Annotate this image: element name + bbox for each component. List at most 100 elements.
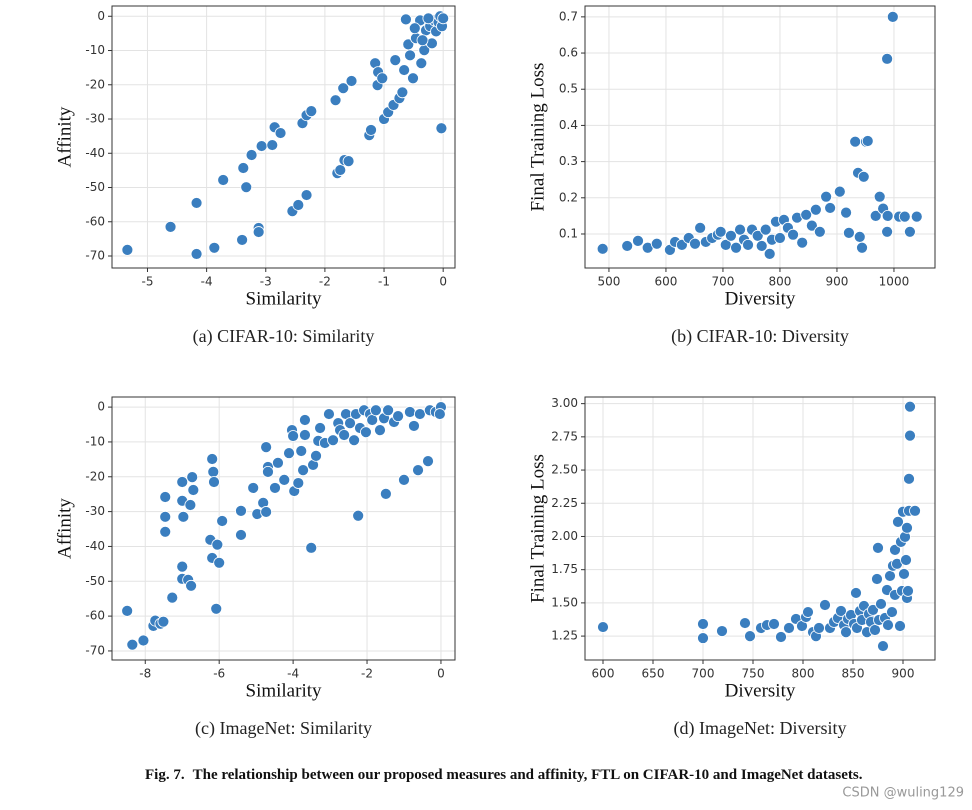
x-tick-label: 800 [792,667,815,681]
plot-frame [111,396,456,661]
point [877,640,889,652]
point [901,521,913,534]
y-tick-label: 2.75 [551,429,578,443]
point [287,430,300,442]
point [725,229,737,242]
point [295,445,308,457]
point [734,223,746,236]
point [805,219,818,232]
x-axis-label: Diversity [725,288,796,309]
point [819,599,831,611]
x-axis-label: Similarity [246,288,323,309]
point [437,12,450,25]
point [345,75,358,87]
x-tick-label: 850 [842,667,865,681]
point [166,591,179,604]
point [185,579,197,592]
watermark: CSDN @wuling129 [842,786,964,801]
plot-frame [584,396,936,661]
point [260,441,273,454]
point [800,208,813,221]
point [840,626,852,639]
point [252,226,265,238]
point [881,225,894,238]
point [210,602,223,615]
point [904,429,916,442]
point [867,604,879,616]
x-tick-label: 600 [592,667,615,681]
point [833,185,846,198]
x-tick-label: -1 [378,275,390,289]
point [632,234,644,247]
point [413,408,426,420]
point [211,538,224,551]
point [910,210,923,223]
subfigure-caption: (d) ImageNet: Diversity [674,718,847,739]
point [875,598,887,610]
point [300,189,313,201]
point [292,477,305,489]
point [404,49,416,62]
x-axis-label: Diversity [725,680,796,701]
point [164,221,177,233]
point [898,568,910,580]
y-tick-label: -30 [85,112,105,126]
point [408,420,420,432]
figure-label: Fig. 7. [145,767,185,783]
y-tick-label: -50 [85,180,105,194]
point [904,400,916,413]
point [882,619,894,631]
point [206,453,219,465]
point [849,135,862,148]
point [262,465,274,478]
point [774,232,786,244]
y-tick-label: 0.3 [559,154,578,168]
subfigure-caption: (a) CIFAR-10: Similarity [193,326,375,347]
point [213,556,226,569]
point [370,404,382,417]
point [187,484,200,496]
point [159,510,172,523]
point [775,631,787,643]
point [422,455,434,467]
y-tick-label: 0 [97,400,105,414]
point [835,605,847,617]
point [305,541,318,554]
point [235,505,247,517]
point [392,410,404,423]
point [314,422,326,434]
point [813,225,826,238]
point [299,429,311,441]
plot-frame [584,5,936,269]
point [266,139,279,151]
point [305,105,318,118]
point [843,226,855,239]
point [909,504,921,517]
x-tick-label: 1000 [879,275,910,289]
point [689,237,701,250]
point [596,242,609,255]
point [694,221,707,234]
y-tick-label: 0.2 [559,190,578,204]
point [850,587,862,599]
point [415,57,428,70]
point [433,408,446,420]
point [881,209,894,222]
point [190,197,203,209]
y-tick-label: -40 [85,539,105,553]
y-tick-label: 1.75 [551,562,578,576]
point [376,72,389,85]
y-tick-label: -40 [85,146,105,160]
point [621,240,634,252]
point [121,604,134,617]
x-tick-label: -8 [139,667,151,681]
point [886,606,898,618]
point [902,585,914,597]
point [292,199,305,211]
y-axis-label: Final Training Loss [527,454,548,603]
x-tick-label: 900 [892,667,915,681]
y-tick-label: 1.25 [551,629,578,643]
x-tick-label: -2 [361,667,373,681]
x-tick-label: -4 [201,275,213,289]
point [208,241,221,254]
